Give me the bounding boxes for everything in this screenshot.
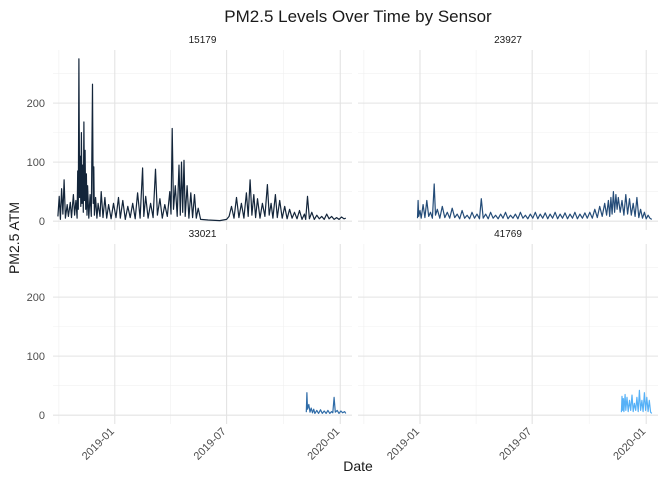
y-tick-label: 0: [39, 216, 45, 228]
series-line-33021: [305, 392, 347, 414]
facet-panel-15179: 15179 0 100 200: [27, 35, 352, 230]
y-tick-label: 100: [27, 157, 45, 169]
y-tick-label: 100: [27, 351, 45, 363]
panels-layer: 15179 0 100 200 23927 33021 0 100 200 2019-01 2019…: [27, 35, 658, 463]
y-tick-label: 200: [27, 292, 45, 304]
facet-label: 15179: [189, 35, 217, 46]
x-tick-label: 2019-07: [192, 426, 229, 463]
x-tick-label: 2020-01: [611, 426, 648, 463]
y-tick-label: 200: [27, 98, 45, 110]
x-tick-label: 2019-01: [385, 426, 422, 463]
facet-panel-23927: 23927: [358, 35, 658, 230]
series-line-15179: [57, 58, 346, 222]
x-axis-label: Date: [343, 458, 373, 474]
facet-panel-41769: 41769 2019-01 2019-07 2020-01: [358, 229, 658, 463]
x-tick-label: 2019-07: [497, 426, 534, 463]
facet-label: 33021: [189, 229, 217, 240]
x-tick-label: 2020-01: [305, 426, 342, 463]
y-axis-label: PM2.5 ATM: [6, 202, 22, 274]
facet-panel-33021: 33021 0 100 200 2019-01 2019-07 2020-01: [27, 229, 352, 463]
chart-title: PM2.5 Levels Over Time by Sensor: [224, 7, 492, 26]
series-line-41769: [620, 389, 653, 414]
series-line-23927: [416, 183, 653, 220]
facet-label: 41769: [494, 229, 522, 240]
x-tick-label: 2019-01: [80, 426, 117, 463]
y-tick-label: 0: [39, 410, 45, 422]
facet-label: 23927: [494, 35, 522, 46]
